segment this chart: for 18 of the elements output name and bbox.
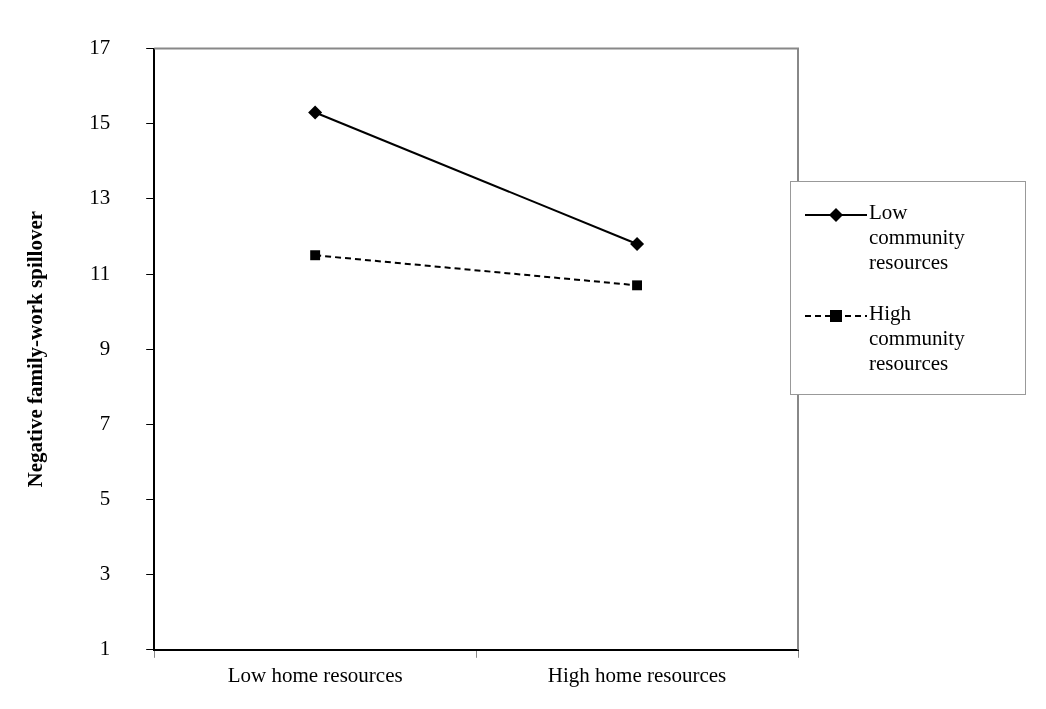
y-tick-label: 11 — [89, 260, 111, 285]
y-tick-label: 1 — [99, 636, 111, 661]
x-tick-label: High home resources — [547, 662, 727, 687]
y-tick-label: 15 — [89, 110, 111, 135]
y-tick-label: 5 — [99, 486, 111, 511]
point — [310, 250, 321, 261]
point — [632, 280, 642, 291]
legend-label: High community resources — [869, 301, 966, 376]
y-tick-label: 13 — [89, 185, 111, 210]
y-axis-title: Negative family-work spillover — [23, 210, 48, 488]
y-tick-label: 9 — [99, 335, 111, 360]
y-tick-label: 7 — [99, 410, 111, 435]
legend-label: Low community resources — [869, 200, 966, 275]
x-tick-label: Low home resources — [227, 662, 403, 687]
point — [630, 236, 645, 251]
point — [308, 105, 323, 120]
y-tick-label: 17 — [89, 35, 111, 60]
y-tick-label: 3 — [99, 561, 111, 586]
